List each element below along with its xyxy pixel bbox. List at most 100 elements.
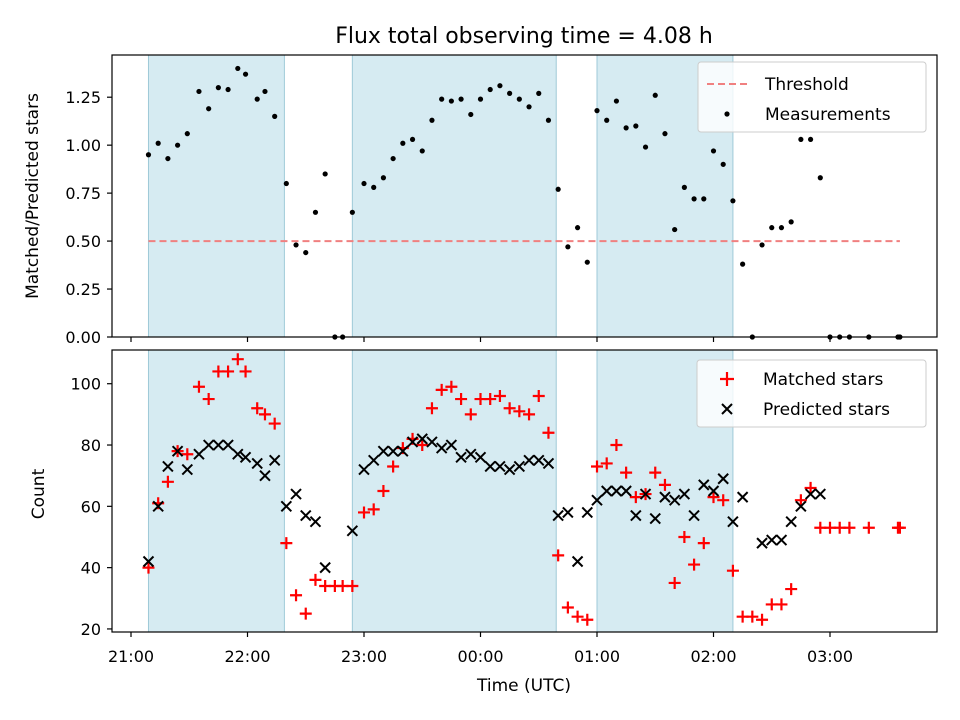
predicted-star-point xyxy=(756,537,768,549)
bottom-y-axis: 20 40 60 80 100 xyxy=(70,375,112,639)
measurement-point xyxy=(623,125,629,131)
predicted-star-point xyxy=(494,460,506,473)
predicted-star-point xyxy=(465,448,477,460)
predicted-star-point xyxy=(727,515,739,528)
predicted-star-point xyxy=(368,454,380,467)
matched-star-point xyxy=(416,439,429,452)
top-x-ticks xyxy=(130,337,831,342)
measurement-point xyxy=(604,117,610,123)
legend-threshold-label: Threshold xyxy=(764,75,849,95)
predicted-star-point xyxy=(474,451,487,463)
measurement-point xyxy=(817,175,823,181)
matched-star-point xyxy=(142,561,155,574)
predicted-star-point xyxy=(571,555,584,568)
predicted-star-point xyxy=(610,485,623,497)
legend-measurements-swatch xyxy=(724,111,730,117)
measurement-point xyxy=(526,104,532,110)
top-panel: 0.00 0.25 0.50 0.75 1.00 1.25 Matched/Predict… xyxy=(23,54,938,347)
matched-star-point xyxy=(192,380,205,393)
measurement-point xyxy=(349,209,355,215)
matched-star-point xyxy=(268,417,281,430)
predicted-star-point xyxy=(152,500,164,513)
matched-star-point xyxy=(794,494,807,507)
measurement-point xyxy=(242,71,249,77)
measurement-point xyxy=(730,198,736,204)
matched-star-point xyxy=(290,589,303,602)
predicted-star-point xyxy=(552,509,564,522)
measurement-point xyxy=(701,196,707,202)
matched-star-point xyxy=(678,530,691,543)
predicted-star-point xyxy=(319,561,331,574)
legend-measurements-label: Measurements xyxy=(765,105,891,125)
x-tick-label: 22:00 xyxy=(224,647,270,666)
measurement-point xyxy=(184,131,190,137)
matched-star-point xyxy=(299,607,312,620)
measurement-point xyxy=(303,249,309,256)
predicted-star-point xyxy=(639,488,652,500)
predicted-star-point xyxy=(484,460,496,473)
matched-star-point xyxy=(251,402,264,415)
matched-star-point xyxy=(445,380,458,393)
measurement-point xyxy=(672,226,678,233)
predicted-star-point xyxy=(814,488,826,500)
predicted-star-point xyxy=(300,509,312,522)
matched-star-point xyxy=(387,460,400,473)
bottom-y-tick-label: 80 xyxy=(81,436,101,455)
matched-star-point xyxy=(561,601,574,614)
predicted-star-point xyxy=(268,454,281,467)
measurement-point xyxy=(759,242,765,248)
predicted-star-point xyxy=(280,500,293,513)
matched-star-point xyxy=(658,478,671,491)
matched-star-point xyxy=(629,491,642,504)
matched-star-point xyxy=(707,491,720,504)
legend-matched-swatch xyxy=(720,372,734,386)
matched-star-point xyxy=(464,408,477,421)
predicted-star-point xyxy=(795,500,807,513)
matched-star-point xyxy=(697,537,710,550)
bottom-y-axis-label: Count xyxy=(29,468,49,519)
measurement-point xyxy=(652,92,658,98)
measurement-point xyxy=(215,85,221,91)
measurement-point xyxy=(584,259,590,265)
measurement-point xyxy=(448,98,454,104)
predicted-star-point xyxy=(181,463,194,476)
x-tick-label: 23:00 xyxy=(341,647,387,666)
measurement-point xyxy=(419,148,425,154)
matched-star-point xyxy=(893,521,906,534)
measurement-point xyxy=(468,111,474,118)
predicted-star-point xyxy=(707,485,720,497)
predicted-star-point xyxy=(688,509,700,522)
predicted-star-point xyxy=(259,469,271,482)
matched-star-point xyxy=(717,494,730,507)
top-y-tick-label: 0.00 xyxy=(65,328,101,347)
matched-star-point xyxy=(843,521,856,534)
measurement-point xyxy=(254,96,260,102)
matched-star-point xyxy=(581,613,594,626)
predicted-star-point xyxy=(630,509,642,522)
measurement-point xyxy=(429,117,435,123)
measurement-point xyxy=(720,161,726,167)
measurement-point xyxy=(312,209,319,215)
matched-star-point xyxy=(688,558,701,571)
top-y-tick-label: 1.00 xyxy=(65,136,101,155)
observing-window-band-1 xyxy=(147,54,285,338)
measurement-point xyxy=(487,86,493,93)
x-tick-label: 00:00 xyxy=(457,647,503,666)
measurement-point xyxy=(165,155,171,162)
measurement-point xyxy=(555,186,561,192)
matched-star-point xyxy=(571,610,584,623)
matched-star-point xyxy=(746,610,759,623)
x-tick-label: 03:00 xyxy=(807,647,853,666)
measurement-point xyxy=(594,108,600,114)
predicted-star-point xyxy=(601,485,613,497)
matched-star-point xyxy=(346,580,359,593)
predicted-star-point xyxy=(513,460,526,473)
matched-star-point xyxy=(367,503,380,516)
predicted-star-point xyxy=(668,494,681,506)
matched-star-point xyxy=(239,365,252,378)
predicted-star-point xyxy=(591,494,603,506)
predicted-star-point xyxy=(649,512,661,525)
legend-predicted-swatch xyxy=(721,403,733,415)
predicted-star-point xyxy=(698,479,710,491)
matched-star-point xyxy=(620,466,633,479)
